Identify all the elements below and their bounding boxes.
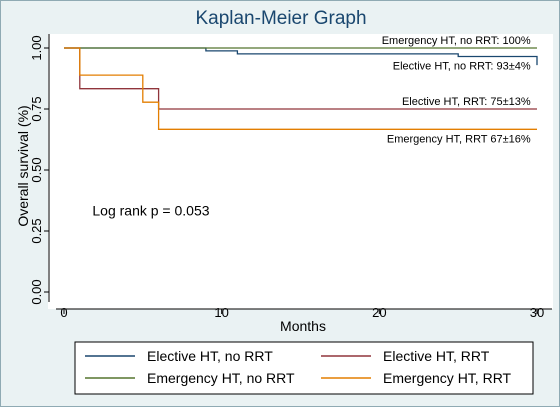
curve-end-label: Emergency HT, RRT 67±16%: [387, 133, 531, 145]
legend-label: Emergency HT, RRT: [383, 370, 512, 386]
legend-label: Elective HT, no RRT: [147, 348, 273, 364]
legend-box: [74, 341, 534, 395]
chart-title: Kaplan-Meier Graph: [195, 8, 366, 29]
x-tick-label: 10: [214, 305, 228, 320]
y-tick-label: 1.00: [29, 35, 44, 60]
legend: Elective HT, no RRT Elective HT, RRT Emerg…: [74, 341, 534, 395]
y-tick-label: 0.25: [29, 218, 44, 243]
axis-ticks: 0 10 20 30 0.00 0.25 0.50 0.75 1.00: [29, 35, 544, 320]
log-rank-annotation: Log rank p = 0.053: [92, 202, 209, 218]
curve-elective-ht-no-rrt: [64, 47, 538, 66]
x-tick-label: 20: [372, 305, 386, 320]
curve-emergency-ht-rrt: [64, 47, 537, 130]
curve-annotations: Emergency HT, no RRT: 100% Elective HT, n…: [92, 35, 531, 218]
survival-curves: [64, 47, 538, 130]
y-tick-label: 0.50: [29, 157, 44, 182]
curve-end-label: Elective HT, no RRT: 93±4%: [393, 61, 531, 73]
x-axis-title: Months: [280, 318, 326, 334]
y-tick-label: 0.75: [29, 96, 44, 121]
curve-end-label: Emergency HT, no RRT: 100%: [382, 35, 531, 47]
curve-end-label: Elective HT, RRT: 75±13%: [402, 96, 531, 108]
legend-label: Emergency HT, no RRT: [147, 370, 295, 386]
x-tick-label: 30: [530, 305, 544, 320]
y-axis-title: Overall survival (%): [15, 105, 31, 226]
y-tick-label: 0.00: [29, 279, 44, 304]
legend-label: Elective HT, RRT: [383, 348, 490, 364]
plot-area: [48, 34, 553, 309]
x-tick-label: 0: [60, 305, 67, 320]
